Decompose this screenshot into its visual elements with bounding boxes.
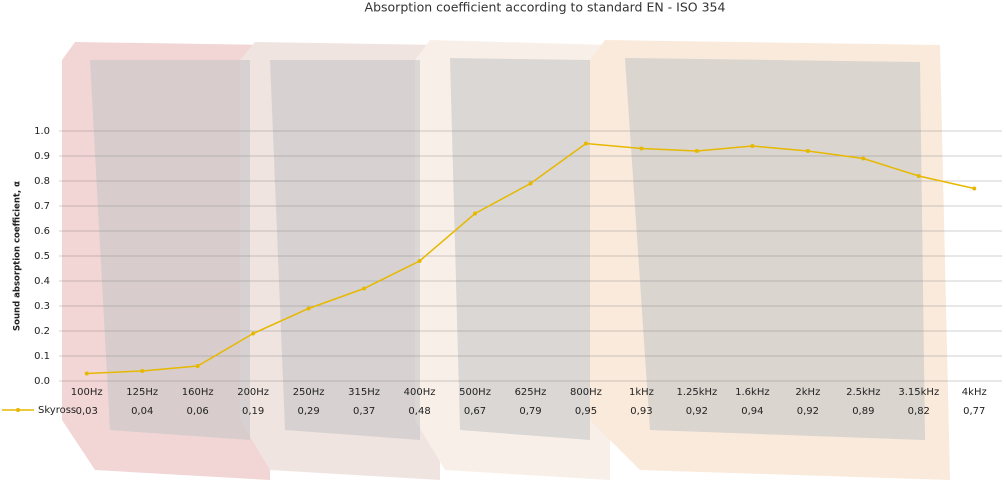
point [972, 186, 977, 191]
x-tick-label: 100Hz [71, 387, 103, 398]
y-tick-label: 0.4 [34, 276, 50, 287]
y-tick-label: 0.2 [34, 326, 50, 337]
value-label: 0,95 [575, 406, 597, 417]
y-tick-label: 0.7 [34, 201, 50, 212]
x-tick-label: 4kHz [962, 387, 987, 398]
y-tick-label: 0.1 [34, 351, 50, 362]
value-label: 0,37 [353, 406, 375, 417]
y-tick-label: 0.5 [34, 251, 50, 262]
y-tick-label: 0.9 [34, 151, 50, 162]
value-label: 0,67 [464, 406, 486, 417]
value-label: 0,82 [908, 406, 930, 417]
value-label: 0,92 [797, 406, 819, 417]
x-tick-label: 200Hz [237, 387, 269, 398]
x-tick-label: 250Hz [293, 387, 325, 398]
point [306, 306, 311, 311]
point [362, 286, 367, 291]
point [861, 156, 866, 161]
x-tick-label: 2kHz [795, 387, 820, 398]
chart-title: Absorption coefficient according to stan… [365, 0, 726, 15]
value-label: 0,06 [187, 406, 209, 417]
value-label: 0,48 [408, 406, 430, 417]
x-tick-label: 400Hz [404, 387, 436, 398]
x-tick-label: 160Hz [182, 387, 214, 398]
y-axis-label: Sound absorption coefficient, α [13, 181, 23, 331]
y-tick-label: 0.6 [34, 226, 50, 237]
point [639, 146, 644, 151]
y-tick-label: 1.0 [34, 126, 50, 137]
point [528, 181, 533, 186]
point [473, 211, 478, 216]
legend-marker [16, 408, 20, 412]
value-label: 0,29 [297, 406, 319, 417]
x-tick-label: 1.6kHz [735, 387, 769, 398]
legend-label: Skyross [38, 405, 76, 416]
x-tick-label: 1.25kHz [676, 387, 717, 398]
x-tick-label: 125Hz [126, 387, 158, 398]
point [251, 331, 256, 336]
value-label: 0,77 [963, 406, 985, 417]
y-tick-label: 0.8 [34, 176, 50, 187]
value-label: 0,93 [630, 406, 652, 417]
value-label: 0,04 [131, 406, 153, 417]
point [916, 174, 921, 178]
point [195, 364, 200, 368]
point [805, 149, 810, 153]
point [140, 369, 145, 373]
x-tick-label: 800Hz [570, 387, 602, 398]
value-label: 0,03 [76, 406, 98, 417]
point [417, 259, 422, 263]
value-label: 0,79 [519, 406, 541, 417]
x-tick-label: 2.5kHz [846, 387, 880, 398]
x-tick-label: 500Hz [459, 387, 491, 398]
value-label: 0,19 [242, 406, 264, 417]
x-tick-label: 315Hz [348, 387, 380, 398]
point [583, 141, 588, 146]
x-tick-label: 625Hz [515, 387, 547, 398]
value-label: 0,89 [852, 406, 874, 417]
x-tick-label: 3.15kHz [898, 387, 939, 398]
y-tick-label: 0.3 [34, 301, 50, 312]
point [84, 371, 89, 376]
value-label: 0,94 [741, 406, 763, 417]
value-label: 0,92 [686, 406, 708, 417]
point [750, 144, 755, 148]
x-tick-label: 1kHz [629, 387, 654, 398]
y-tick-label: 0.0 [34, 376, 50, 387]
point [694, 149, 699, 153]
